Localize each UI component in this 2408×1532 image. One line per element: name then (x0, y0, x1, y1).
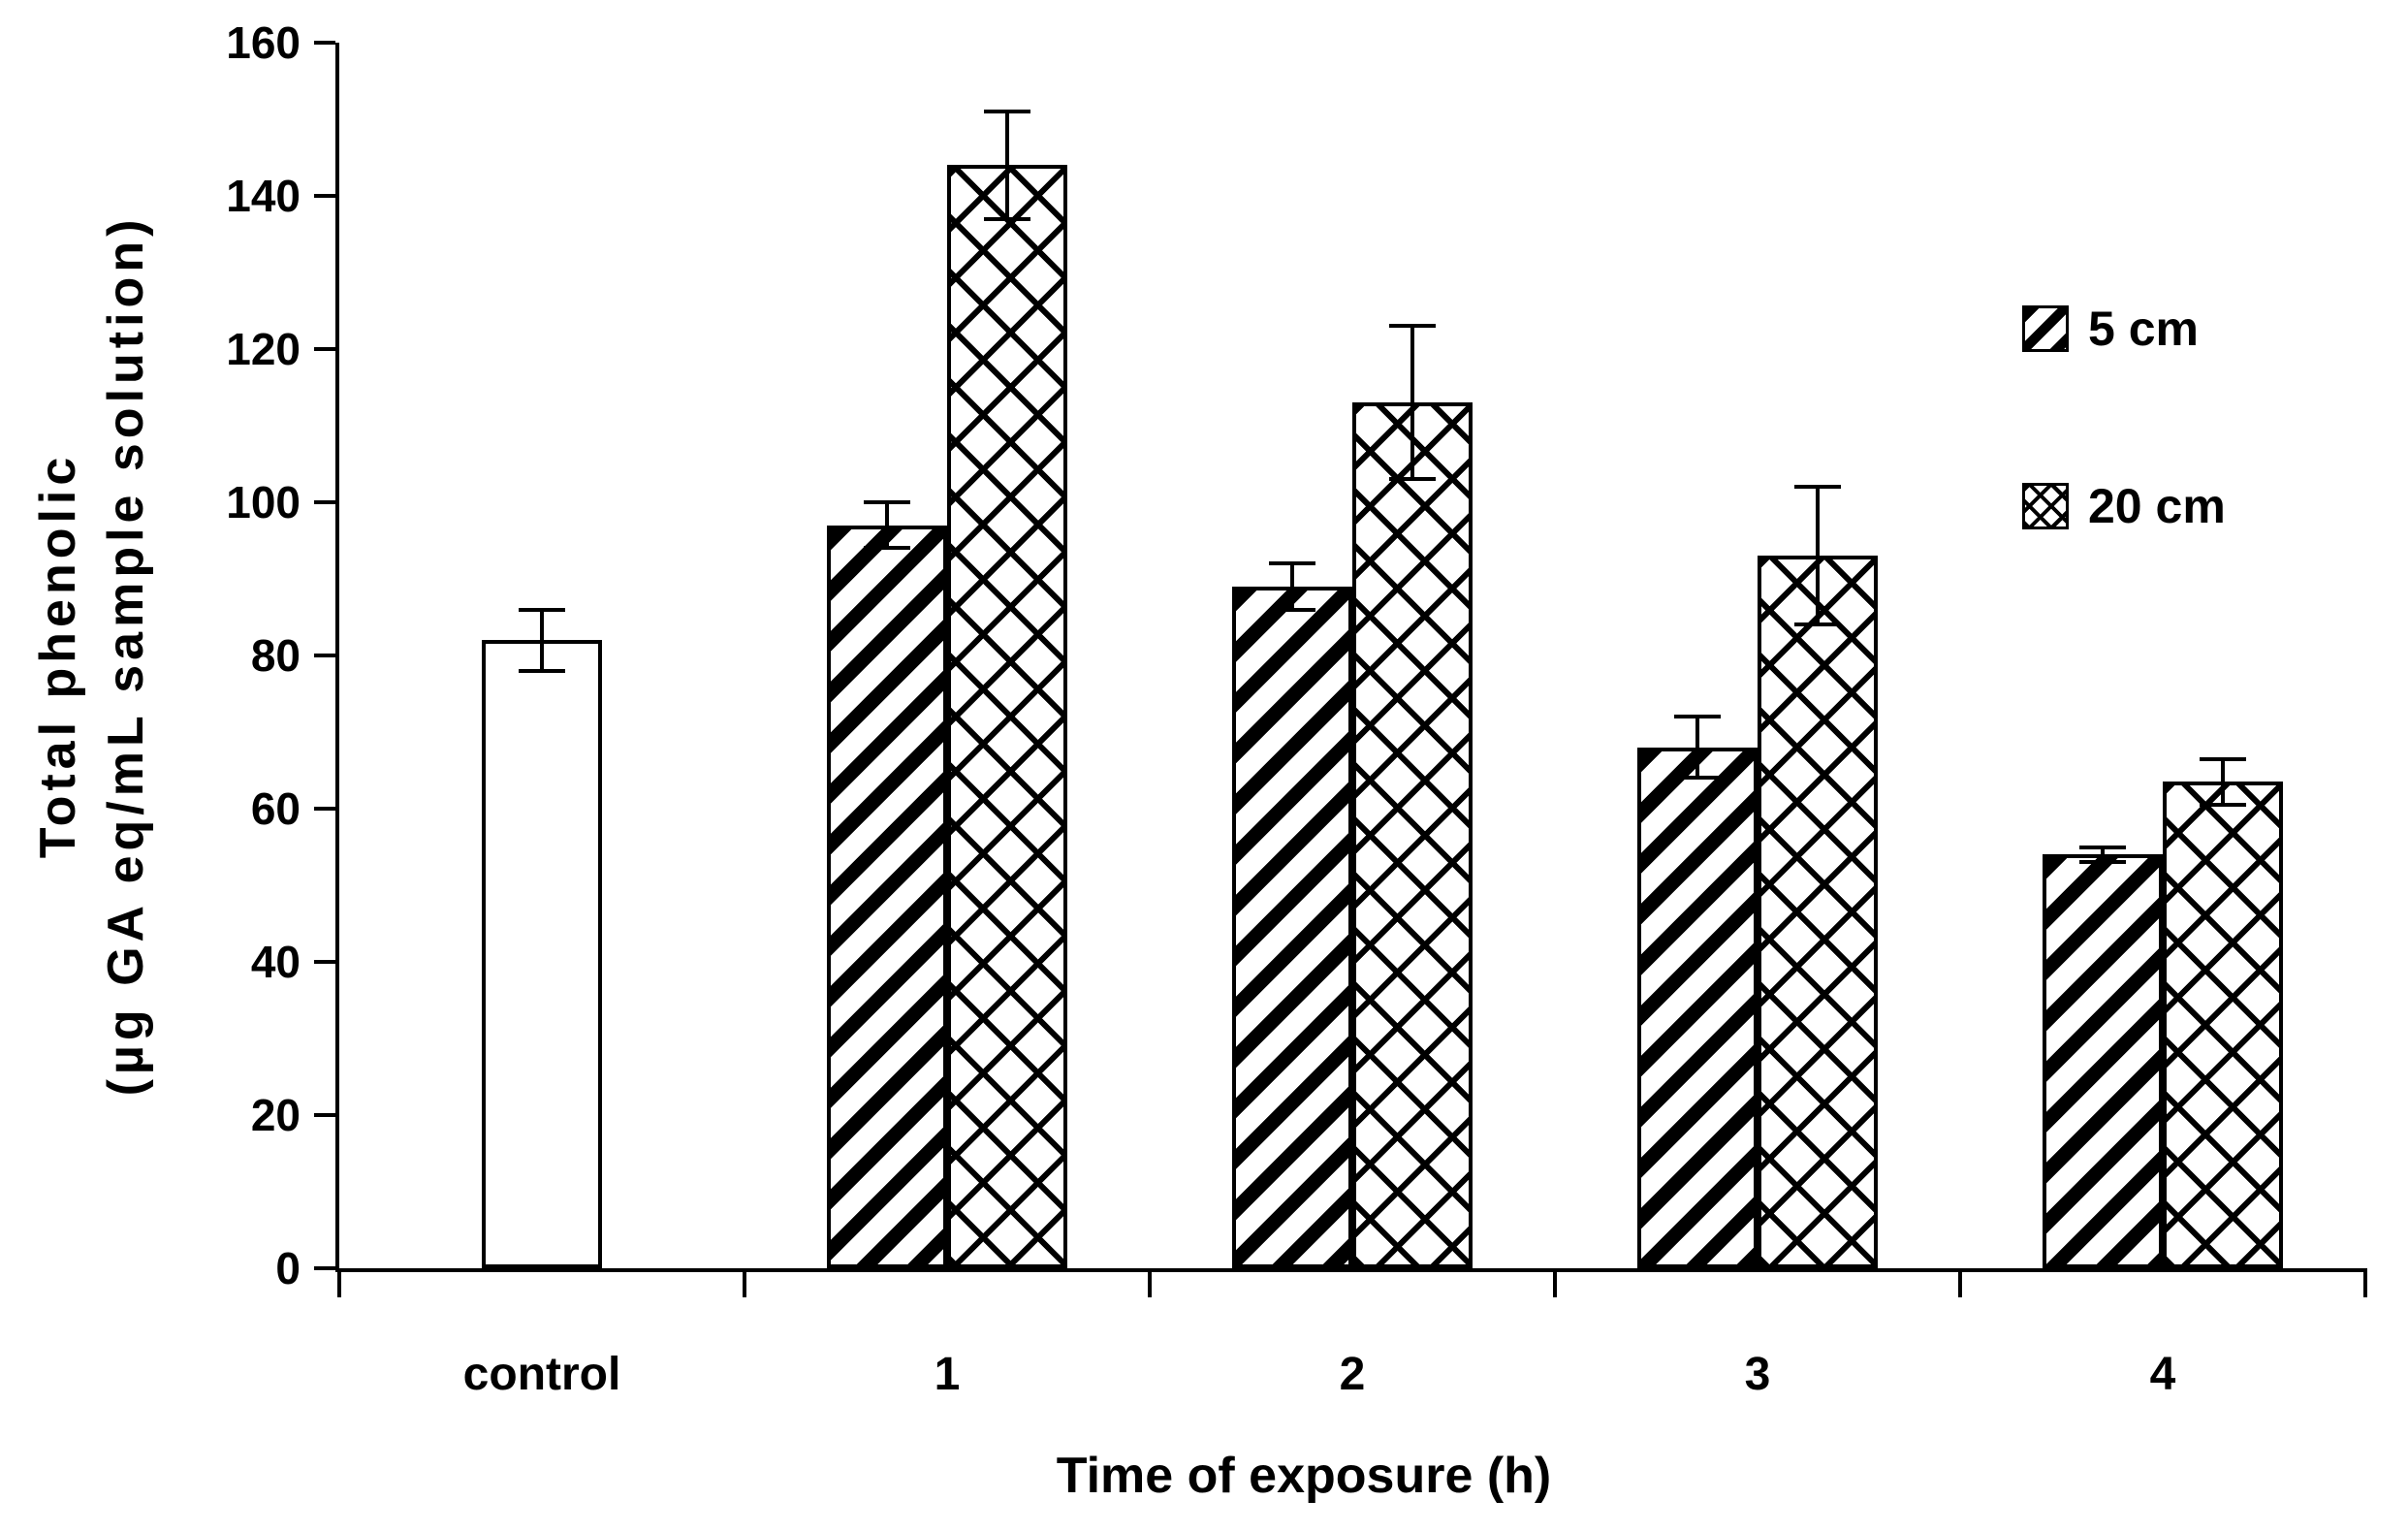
y-tick-mark (314, 807, 335, 811)
error-bar-cap-top (1389, 324, 1436, 329)
x-axis (335, 1268, 2365, 1272)
y-tick-mark (314, 41, 335, 45)
y-tick-label: 60 (250, 783, 301, 834)
error-bar-line (1410, 326, 1414, 480)
error-bar-cap-top (864, 500, 910, 504)
x-tick-mark (1958, 1268, 1962, 1297)
error-bar-cap-top (1674, 715, 1721, 719)
x-tick-mark (1148, 1268, 1152, 1297)
y-tick-mark (314, 347, 335, 351)
bar-5-cm-3 (1637, 747, 1758, 1268)
x-category-label: 4 (2149, 1349, 2176, 1400)
error-bar-cap-bottom (1389, 477, 1436, 482)
error-bar-cap-bottom (1794, 622, 1841, 627)
y-tick-label: 160 (226, 17, 301, 68)
error-bar-cap-bottom (864, 546, 910, 551)
error-bar-cap-top (1269, 561, 1315, 566)
y-tick-label: 120 (226, 324, 301, 374)
y-tick-mark (314, 194, 335, 198)
x-category-label: 1 (934, 1349, 961, 1400)
y-tick-label: 20 (250, 1090, 301, 1140)
error-bar-cap-bottom (1674, 776, 1721, 781)
legend-item-5cm: 5 cm (2022, 301, 2226, 357)
bar-20-cm-3 (1758, 556, 1878, 1268)
error-bar-cap-bottom (984, 216, 1030, 221)
y-tick-label: 140 (226, 171, 301, 221)
x-tick-mark (1553, 1268, 1557, 1297)
bar-control-control (482, 640, 602, 1268)
x-tick-mark (2363, 1268, 2367, 1297)
bar-5-cm-1 (827, 525, 947, 1268)
error-bar-line (1290, 563, 1294, 610)
legend: 5 cm 20 cm (2022, 301, 2226, 534)
y-tick-mark (314, 654, 335, 657)
legend-swatch-diagonal-stripe-icon (2022, 305, 2069, 352)
x-category-label: control (462, 1349, 621, 1400)
legend-item-20cm: 20 cm (2022, 478, 2226, 534)
y-tick-mark (314, 1266, 335, 1270)
y-axis (335, 43, 339, 1272)
error-bar-line (1816, 487, 1820, 625)
error-bar-line (885, 502, 889, 549)
legend-label-5cm: 5 cm (2088, 302, 2199, 356)
error-bar-line (2221, 758, 2225, 806)
y-axis-title-line1: Total phenolic (29, 452, 86, 859)
error-bar-line (1695, 717, 1699, 779)
error-bar-line (1005, 112, 1009, 219)
x-category-label: 3 (1744, 1349, 1771, 1400)
error-bar-cap-bottom (2200, 803, 2246, 808)
bar-20-cm-2 (1352, 402, 1473, 1268)
bar-20-cm-1 (947, 165, 1067, 1268)
error-bar-cap-bottom (2079, 860, 2126, 865)
x-axis-title: Time of exposure (h) (1056, 1448, 1552, 1504)
error-bar-cap-top (1794, 485, 1841, 490)
y-tick-mark (314, 960, 335, 964)
y-tick-mark (314, 500, 335, 504)
error-bar-cap-bottom (1269, 607, 1315, 612)
error-bar-cap-top (519, 607, 565, 612)
error-bar-cap-top (984, 110, 1030, 114)
bar-5-cm-2 (1232, 586, 1352, 1268)
y-tick-label: 0 (275, 1243, 301, 1293)
y-tick-label: 80 (250, 630, 301, 681)
error-bar-line (2101, 846, 2105, 863)
y-tick-mark (314, 1113, 335, 1117)
x-tick-mark (337, 1268, 341, 1297)
y-tick-label: 100 (226, 477, 301, 527)
legend-swatch-diamond-lattice-icon (2022, 483, 2069, 529)
bar-20-cm-4 (2163, 782, 2283, 1268)
x-category-label: 2 (1339, 1349, 1366, 1400)
legend-label-20cm: 20 cm (2088, 479, 2226, 533)
y-tick-label: 40 (250, 937, 301, 987)
y-axis-title: Total phenolic (µg GA eq/mL sample solut… (24, 215, 160, 1097)
x-tick-mark (743, 1268, 746, 1297)
error-bar-cap-top (2079, 845, 2126, 849)
bar-5-cm-4 (2043, 854, 2163, 1268)
error-bar-line (540, 609, 544, 671)
error-bar-cap-bottom (519, 668, 565, 673)
error-bar-cap-top (2200, 756, 2246, 761)
